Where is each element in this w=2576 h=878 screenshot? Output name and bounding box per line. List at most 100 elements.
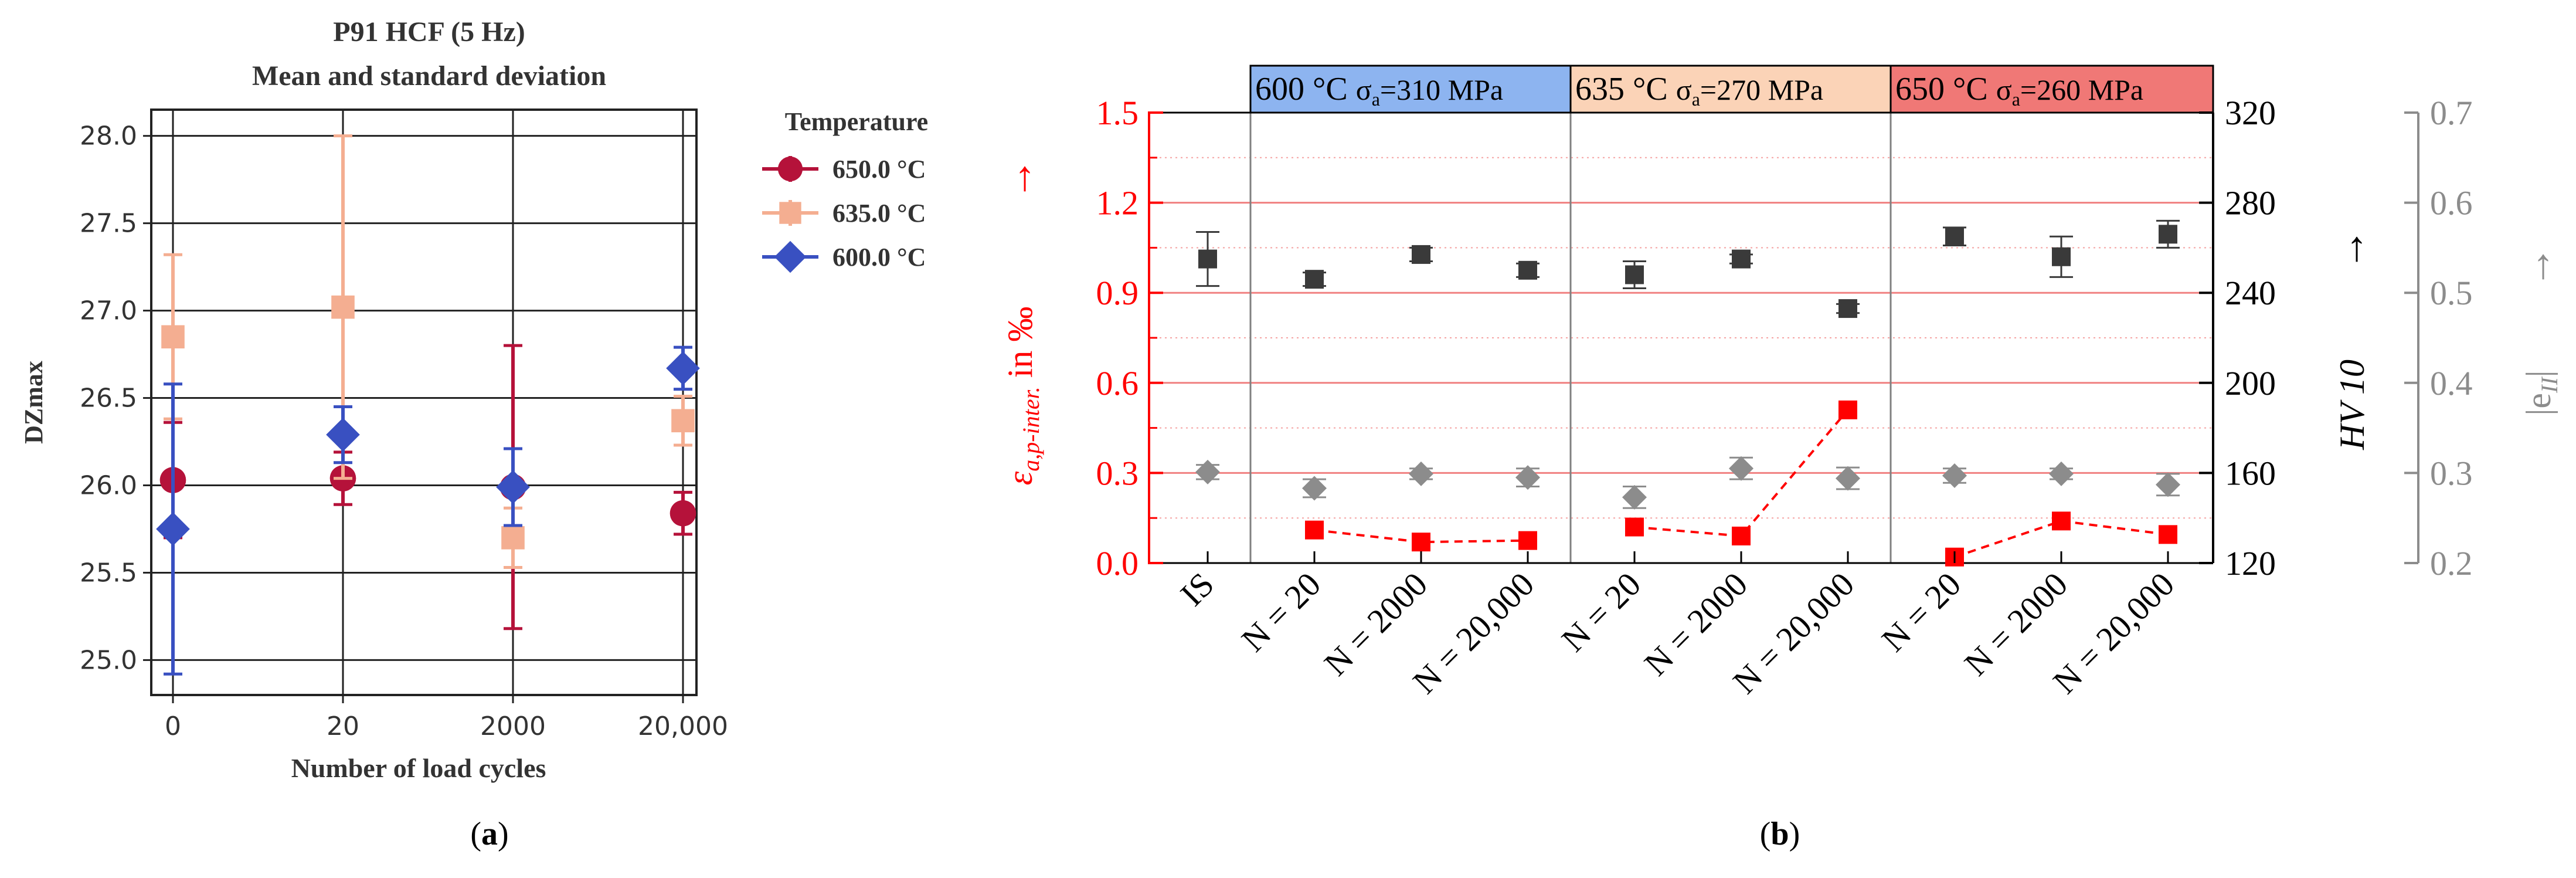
- series-line: [1634, 409, 1849, 537]
- series-square: [161, 134, 695, 569]
- y-tick-label: 27.0: [80, 296, 137, 326]
- data-point: [2052, 247, 2071, 266]
- chart-a-legend: Temperature 650.0 °C 635.0 °C 600.0 °C: [762, 107, 928, 273]
- left-tick-label: 0.9: [1096, 274, 1139, 312]
- panel-b: 600 °C σa=310 MPa 635 °C σa=270 MPa 650 °C…: [994, 65, 2563, 852]
- hv-tick-label: 120: [2225, 544, 2276, 582]
- data-point: [496, 470, 530, 504]
- data-point: [1622, 484, 1647, 510]
- left-tick-label: 0.6: [1096, 364, 1139, 402]
- data-point: [1305, 270, 1324, 289]
- data-point: [1942, 463, 1967, 489]
- hv-tick-label: 240: [2225, 274, 2276, 312]
- x-tick-label: 20: [327, 711, 359, 741]
- data-point: [1305, 520, 1324, 540]
- chart-a-series: [156, 134, 700, 676]
- data-point: [1195, 459, 1220, 484]
- e-tick-label: 0.2: [2430, 544, 2473, 582]
- chart-b-e-axis-label: |eII|: [2519, 370, 2563, 415]
- x-tick-label: N = 20: [1554, 565, 1648, 659]
- chart-b-e-axis-arrow: →: [2513, 246, 2560, 288]
- panel-label-b: (b): [1760, 816, 1800, 852]
- group-header-label: 600 °C σa=310 MPa: [1255, 71, 1503, 110]
- chart-b-hv-axis-label: HV 10: [2333, 360, 2371, 450]
- y-tick-label: 25.0: [80, 645, 137, 675]
- chart-a-title-line2: Mean and standard deviation: [252, 60, 606, 91]
- chart-b-axes: 0.0 0.3 0.6 0.9 1.2 1.5 120 160 200 240 280 320 0.2 0…: [1096, 94, 2473, 582]
- y-tick-label: 25.5: [80, 558, 137, 588]
- hv-tick-label: 320: [2225, 94, 2276, 132]
- series-e: [1195, 456, 2180, 510]
- data-point: [2159, 525, 2177, 544]
- data-point: [1838, 299, 1857, 318]
- data-point: [1625, 265, 1644, 284]
- panel-label-a: (a): [470, 816, 508, 852]
- data-point: [1515, 465, 1540, 490]
- y-tick-label: 26.5: [80, 384, 137, 413]
- series-diamond: [156, 345, 700, 676]
- x-tick-label: 2000: [480, 711, 546, 741]
- series-circle: [159, 344, 696, 630]
- data-point: [1838, 400, 1857, 419]
- left-tick-label: 0.0: [1096, 544, 1139, 582]
- e-tick-label: 0.3: [2430, 454, 2473, 492]
- chart-a-plot-frame: [150, 109, 698, 696]
- x-tick-label: IS: [1173, 565, 1221, 613]
- chart-b-hv-axis-arrow: →: [2326, 228, 2373, 270]
- data-point: [1836, 466, 1860, 491]
- chart-b-left-axis-label: εa,p-inter. in ‰: [1001, 307, 1044, 486]
- data-point: [670, 500, 696, 527]
- hv-tick-label: 160: [2225, 454, 2276, 492]
- chart-a-x-axis: 0 20 2000 20,000: [165, 695, 728, 741]
- x-tick-label: 20,000: [638, 711, 728, 741]
- legend-label: 635.0 °C: [832, 199, 926, 228]
- panel-a: P91 HCF (5 Hz) Mean and standard deviati…: [19, 16, 928, 852]
- data-point: [1945, 227, 1964, 246]
- data-point: [1732, 526, 1751, 545]
- data-point: [1729, 456, 1753, 481]
- x-tick-label: N = 20: [1874, 565, 1968, 659]
- data-point: [666, 351, 700, 385]
- e-tick-label: 0.6: [2430, 184, 2473, 222]
- y-tick-label: 28.0: [80, 121, 137, 151]
- chart-b-group-headers: 600 °C σa=310 MPa 635 °C σa=270 MPa 650 °C…: [1249, 65, 2214, 114]
- series-line: [1314, 528, 1528, 544]
- data-point: [1625, 517, 1644, 537]
- data-point: [1198, 249, 1217, 269]
- legend-label: 600.0 °C: [832, 243, 926, 272]
- data-point: [2049, 461, 2074, 486]
- legend-marker: [774, 240, 807, 273]
- x-tick-label: N = 20: [1234, 565, 1328, 659]
- chart-a-grid: [151, 110, 696, 695]
- chart-a-y-axis-label: DZmax: [19, 361, 48, 444]
- data-point: [1732, 249, 1751, 269]
- data-point: [156, 512, 190, 546]
- chart-b-left-axis-arrow: →: [994, 158, 1041, 200]
- data-point: [1302, 476, 1327, 501]
- data-point: [1518, 531, 1537, 550]
- data-point: [1518, 260, 1537, 280]
- left-tick-label: 1.5: [1096, 94, 1139, 132]
- chart-a-title-line1: P91 HCF (5 Hz): [333, 16, 525, 48]
- data-point: [1412, 533, 1430, 552]
- data-point: [326, 418, 360, 452]
- data-point: [161, 325, 185, 349]
- chart-b-series: [1195, 219, 2180, 567]
- y-tick-label: 27.5: [80, 209, 137, 239]
- legend-label: 650.0 °C: [832, 155, 926, 184]
- left-tick-label: 1.2: [1096, 184, 1139, 222]
- legend-marker: [777, 156, 803, 182]
- chart-b-group-dividers: [1249, 113, 1892, 563]
- e-tick-label: 0.7: [2430, 94, 2473, 132]
- e-tick-label: 0.4: [2430, 364, 2473, 402]
- data-point: [2052, 511, 2071, 531]
- hv-tick-label: 280: [2225, 184, 2276, 222]
- y-tick-label: 26.0: [80, 471, 137, 501]
- data-point: [671, 409, 695, 433]
- x-tick-label: 0: [165, 711, 181, 741]
- group-header-label: 650 °C σa=260 MPa: [1895, 71, 2143, 110]
- legend-title: Temperature: [785, 107, 928, 136]
- hv-tick-label: 200: [2225, 364, 2276, 402]
- data-point: [1409, 461, 1433, 486]
